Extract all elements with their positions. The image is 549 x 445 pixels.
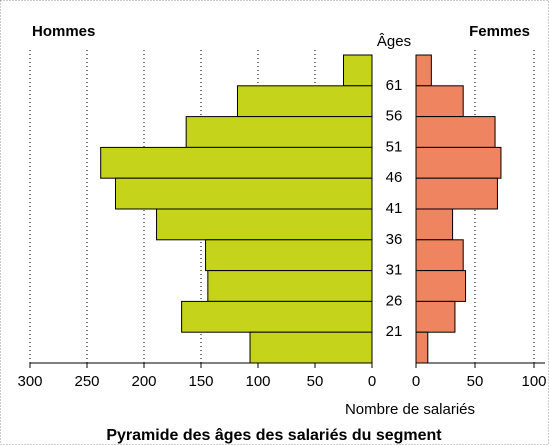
bar [343, 54, 373, 87]
bar [181, 300, 373, 333]
bar [415, 239, 464, 272]
y-tick-label: 51 [386, 138, 403, 155]
x-tick-label: 200 [131, 373, 156, 390]
y-tick-label: 46 [386, 169, 403, 186]
x-tick-label: 150 [188, 373, 213, 390]
x-tick-label: 50 [467, 373, 484, 390]
x-tick-label: 100 [245, 373, 270, 390]
x-tick-label: 50 [307, 373, 324, 390]
bar [236, 85, 373, 118]
bar [249, 331, 373, 364]
x-axis-label: Nombre de salariés [345, 401, 475, 418]
bar [415, 54, 432, 87]
bar [415, 208, 454, 241]
x-tick-label: 300 [17, 373, 42, 390]
y-tick-label: 31 [386, 262, 403, 279]
bar [415, 331, 429, 364]
bar [207, 270, 373, 302]
x-tick-label: 100 [521, 373, 546, 390]
bar [415, 300, 456, 333]
x-tick-label: 250 [74, 373, 99, 390]
chart-title: Pyramide des âges des salariés du segmen… [106, 427, 442, 444]
y-tick-label: 56 [386, 108, 403, 125]
bar [205, 239, 373, 272]
y-tick-label: 41 [386, 200, 403, 217]
x-tick-label: 0 [412, 373, 420, 390]
y-tick-label: 21 [386, 323, 403, 340]
series-label: Femmes [469, 23, 530, 40]
series-label: Hommes [32, 23, 95, 40]
bar [415, 177, 498, 210]
x-tick-label: 0 [368, 373, 376, 390]
bar [185, 116, 373, 148]
y-axis-label: Âges [377, 33, 411, 50]
bar [415, 146, 502, 179]
y-tick-label: 26 [386, 292, 403, 309]
bar [156, 208, 373, 241]
y-tick-label: 36 [386, 231, 403, 248]
y-tick-label: 61 [386, 77, 403, 94]
bar [100, 146, 373, 179]
bar [115, 177, 373, 210]
bar [415, 116, 496, 148]
bar [415, 270, 467, 302]
bar [415, 85, 464, 118]
